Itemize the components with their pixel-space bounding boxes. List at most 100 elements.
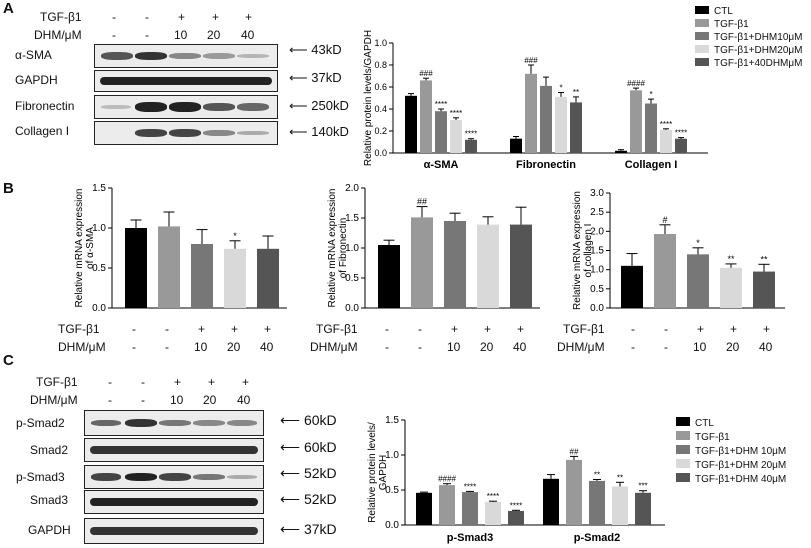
b2-tgf-val-2: - xyxy=(418,322,422,336)
y-tick-label: 0.8 xyxy=(374,60,387,70)
b1-tgf-val-3: + xyxy=(198,322,206,336)
significance-label: **** xyxy=(510,501,522,510)
bar xyxy=(675,138,687,153)
y-tick-label: 0.0 xyxy=(345,303,359,314)
b3-tgf-val-5: + xyxy=(763,322,771,336)
b2-dhm-val-5: 40 xyxy=(513,340,527,354)
bar xyxy=(477,224,499,308)
b1-tgf-label: TGF-β1 xyxy=(58,322,100,336)
b3-tgf-val-1: - xyxy=(631,322,635,336)
significance-label: ** xyxy=(760,254,768,264)
b2-tgf-val-1: - xyxy=(385,322,389,336)
significance-label: ** xyxy=(727,254,735,264)
a-legend-item: TGF-β1 xyxy=(695,19,802,32)
arrow-left-icon: ⟵ xyxy=(289,42,312,57)
significance-label: ## xyxy=(570,447,579,456)
arrow-left-icon: ⟵ xyxy=(280,521,304,537)
a-blot-collagen xyxy=(94,121,278,145)
c-tgf-val-2: - xyxy=(141,375,145,389)
bar xyxy=(510,138,522,153)
b3-tgf-label: TGF-β1 xyxy=(563,322,605,336)
y-axis-title: Relative mRNA expressionof Fibronectin xyxy=(327,189,349,308)
b2-dhm-val-2: - xyxy=(418,340,422,354)
c-legend-item: TGF-β1 xyxy=(676,431,786,445)
panel-b-letter: B xyxy=(3,180,14,197)
arrow-left-icon: ⟵ xyxy=(280,491,304,507)
bar xyxy=(660,129,672,153)
significance-label: **** xyxy=(435,100,447,109)
b2-dhm-label: DHM/μM xyxy=(310,340,358,354)
b2-tgf-val-4: + xyxy=(484,322,492,336)
a-dhm-val-2: - xyxy=(145,28,149,42)
legend-swatch xyxy=(676,473,690,482)
legend-swatch xyxy=(676,459,690,468)
a-dhm-val-1: - xyxy=(112,28,116,42)
legend-swatch xyxy=(695,45,709,53)
bar xyxy=(444,221,466,308)
y-tick-label: 0.6 xyxy=(374,82,387,92)
b3-dhm-val-2: - xyxy=(664,340,668,354)
c-legend-item: TGF-β1+DHM 40μM xyxy=(676,473,786,487)
bar xyxy=(540,85,552,153)
bar xyxy=(420,80,432,153)
significance-label: ### xyxy=(419,69,433,78)
significance-label: ** xyxy=(573,88,579,97)
legend-swatch xyxy=(676,431,690,440)
bar xyxy=(465,139,477,153)
b1-tgf-val-4: + xyxy=(231,322,239,336)
b3-tgf-val-4: + xyxy=(730,322,738,336)
significance-label: ** xyxy=(617,473,623,482)
arrow-left-icon: ⟵ xyxy=(289,124,312,139)
b1-dhm-label: DHM/μM xyxy=(58,340,106,354)
c-blot-psmad3 xyxy=(84,465,264,489)
b3-dhm-val-1: - xyxy=(631,340,635,354)
significance-label: *** xyxy=(638,482,647,491)
b3-tgf-val-2: - xyxy=(664,322,668,336)
a-blot-label-gapdh: GAPDH xyxy=(15,73,58,87)
a-size-gapdh: ⟵ 37kD xyxy=(289,70,342,85)
arrow-left-icon: ⟵ xyxy=(289,70,312,85)
significance-label: * xyxy=(696,238,700,248)
b1-dhm-val-3: 10 xyxy=(194,340,208,354)
b2-tgf-val-3: + xyxy=(451,322,459,336)
c-legend-item: TGF-β1+DHM 10μM xyxy=(676,445,786,459)
a-blot-label-fibronectin: Fibronectin xyxy=(15,99,75,113)
y-tick-label: 0.2 xyxy=(374,126,387,136)
arrow-left-icon: ⟵ xyxy=(289,98,312,113)
y-tick-label: 1.5 xyxy=(345,213,359,224)
y-tick-label: 1.5 xyxy=(92,183,106,194)
panel-c-letter: C xyxy=(3,352,14,369)
c-blot-gapdh xyxy=(84,518,264,544)
y-tick-label: 0.4 xyxy=(374,104,387,114)
arrow-left-icon: ⟵ xyxy=(280,465,304,481)
a-legend-item: TGF-β1+DHM20μM xyxy=(695,45,802,58)
b1-tgf-val-2: - xyxy=(165,322,169,336)
a-size-fibronectin: ⟵ 250kD xyxy=(289,98,349,113)
y-tick-label: 2.0 xyxy=(345,183,359,194)
legend-swatch xyxy=(676,445,690,454)
a-dhm-label: DHM/μM xyxy=(34,28,82,42)
a-tgf-val-5: + xyxy=(245,10,253,24)
significance-label: **** xyxy=(465,130,477,139)
significance-label: **** xyxy=(660,120,672,129)
c-dhm-val-5: 40 xyxy=(237,393,251,407)
significance-label: **** xyxy=(464,482,476,491)
c-blot-label-gapdh: GAPDH xyxy=(28,523,71,537)
significance-label: * xyxy=(559,84,562,93)
c-blot-smad2 xyxy=(84,438,264,462)
b2-tgf-val-5: + xyxy=(517,322,525,336)
bar xyxy=(753,271,775,308)
bar xyxy=(654,234,676,308)
c-tgf-label: TGF-β1 xyxy=(36,375,78,389)
b1-dhm-val-5: 40 xyxy=(260,340,274,354)
bar xyxy=(439,485,455,525)
y-tick-label: 0.5 xyxy=(92,263,106,274)
y-tick-label: 0.5 xyxy=(385,485,399,496)
bar xyxy=(411,217,433,308)
x-category-label: Fibronectin xyxy=(516,159,576,171)
panel-a-letter: A xyxy=(3,0,14,17)
bar xyxy=(720,267,742,308)
bar xyxy=(450,120,462,153)
legend-swatch xyxy=(676,417,690,426)
